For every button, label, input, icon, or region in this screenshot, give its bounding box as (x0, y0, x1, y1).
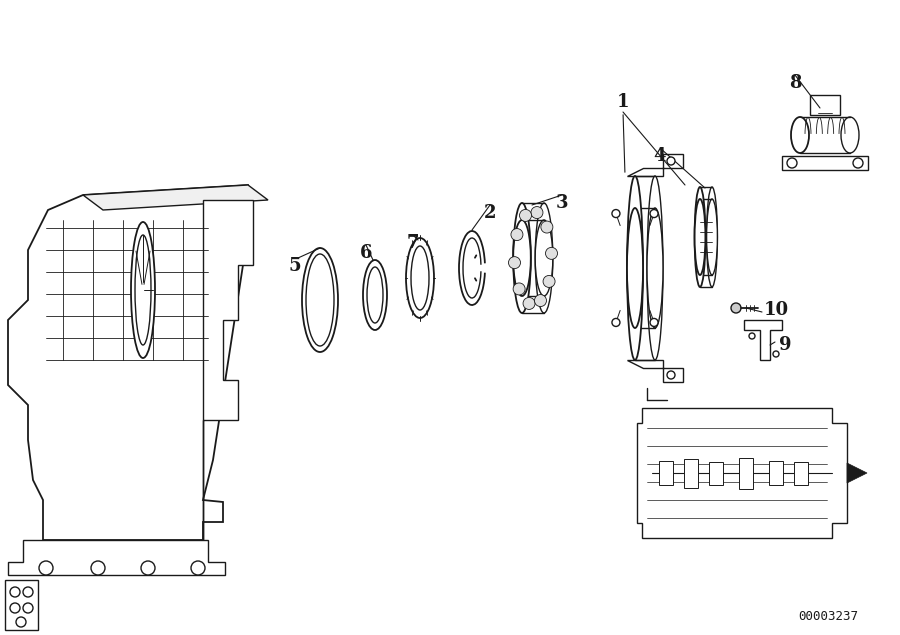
Circle shape (787, 158, 797, 168)
Circle shape (853, 158, 863, 168)
Text: 2: 2 (484, 204, 496, 222)
Circle shape (535, 295, 546, 307)
Circle shape (667, 371, 675, 379)
Ellipse shape (135, 235, 151, 345)
Circle shape (667, 157, 675, 165)
Circle shape (191, 561, 205, 575)
Ellipse shape (706, 187, 717, 287)
Ellipse shape (306, 254, 334, 346)
Ellipse shape (647, 176, 663, 360)
Circle shape (23, 587, 33, 597)
Polygon shape (782, 156, 868, 170)
Ellipse shape (513, 203, 531, 313)
Polygon shape (5, 580, 38, 630)
Polygon shape (744, 320, 782, 360)
Ellipse shape (363, 260, 387, 330)
Circle shape (650, 318, 658, 326)
Bar (709, 457, 723, 490)
Text: 3: 3 (556, 194, 568, 212)
Circle shape (773, 351, 779, 357)
Ellipse shape (536, 203, 553, 313)
Ellipse shape (627, 208, 643, 328)
Polygon shape (83, 185, 268, 210)
Circle shape (16, 617, 26, 627)
Ellipse shape (367, 267, 383, 323)
Circle shape (531, 206, 543, 218)
Ellipse shape (695, 199, 706, 275)
Circle shape (23, 603, 33, 613)
Ellipse shape (302, 248, 338, 352)
Circle shape (513, 283, 525, 295)
Circle shape (749, 333, 755, 339)
Circle shape (650, 210, 658, 218)
Ellipse shape (536, 220, 553, 296)
Polygon shape (627, 154, 683, 176)
Circle shape (39, 561, 53, 575)
Text: 6: 6 (360, 244, 373, 262)
Circle shape (10, 603, 20, 613)
Ellipse shape (647, 208, 663, 328)
Ellipse shape (627, 176, 643, 360)
Ellipse shape (791, 117, 809, 153)
Circle shape (91, 561, 105, 575)
Text: 5: 5 (289, 257, 302, 275)
Polygon shape (8, 540, 225, 575)
Bar (739, 457, 753, 490)
Polygon shape (810, 95, 840, 115)
Polygon shape (847, 463, 867, 483)
Circle shape (10, 587, 20, 597)
Circle shape (141, 561, 155, 575)
Circle shape (511, 229, 523, 241)
Polygon shape (627, 360, 683, 382)
Bar (684, 461, 698, 485)
Ellipse shape (131, 222, 155, 358)
Circle shape (545, 248, 557, 259)
Polygon shape (203, 200, 253, 540)
Text: 4: 4 (653, 147, 666, 165)
Text: 1: 1 (616, 93, 629, 111)
Text: 00003237: 00003237 (798, 610, 858, 624)
Circle shape (612, 210, 620, 218)
Bar (659, 462, 673, 485)
Ellipse shape (841, 117, 859, 153)
Text: 10: 10 (763, 301, 788, 319)
Circle shape (541, 221, 553, 233)
Text: 8: 8 (788, 74, 801, 92)
Bar (769, 457, 783, 490)
Ellipse shape (406, 238, 434, 318)
Text: 9: 9 (778, 336, 791, 354)
Circle shape (543, 276, 555, 288)
Circle shape (612, 318, 620, 326)
Ellipse shape (695, 187, 706, 287)
Circle shape (523, 297, 535, 309)
Circle shape (508, 257, 520, 269)
Ellipse shape (411, 246, 429, 310)
Polygon shape (637, 408, 847, 538)
Bar (794, 459, 808, 487)
Circle shape (519, 210, 532, 222)
Circle shape (731, 303, 741, 313)
Ellipse shape (513, 220, 531, 296)
Text: 7: 7 (407, 234, 419, 252)
Polygon shape (8, 185, 253, 540)
Ellipse shape (706, 199, 717, 275)
